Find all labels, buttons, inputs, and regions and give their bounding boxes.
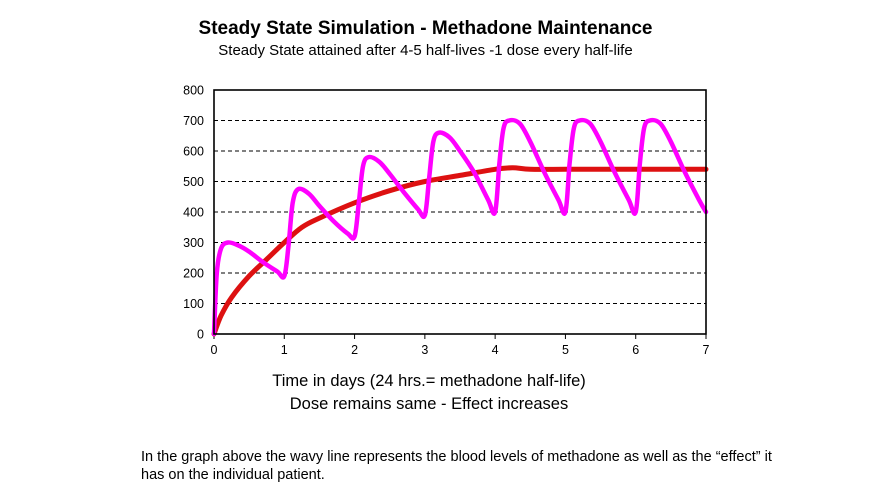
y-tick-label: 800 bbox=[183, 84, 204, 98]
y-tick-label: 100 bbox=[183, 297, 204, 311]
chart-title: Steady State Simulation - Methadone Main… bbox=[198, 18, 653, 39]
chart-subtitle: Steady State attained after 4-5 half-liv… bbox=[218, 42, 633, 59]
y-tick-label: 200 bbox=[183, 267, 204, 281]
x-tick-label: 4 bbox=[492, 343, 499, 357]
caption-text: In the graph above the wavy line represe… bbox=[141, 449, 772, 483]
y-tick-label: 600 bbox=[183, 145, 204, 159]
y-tick-labels: 0 100 200 300 400 500 600 700 800 bbox=[183, 84, 204, 342]
y-tick-label: 400 bbox=[183, 206, 204, 220]
chart-note: Dose remains same - Effect increases bbox=[289, 395, 569, 413]
y-tick-label: 0 bbox=[197, 328, 204, 342]
y-tick-label: 500 bbox=[183, 175, 204, 189]
series-smooth-line bbox=[211, 165, 709, 337]
grid-lines bbox=[214, 120, 706, 304]
x-tick-label: 0 bbox=[211, 343, 218, 357]
plot-frame bbox=[213, 89, 707, 335]
series-wavy-line bbox=[211, 117, 709, 337]
y-tick-label: 700 bbox=[183, 114, 204, 128]
x-tick-label: 6 bbox=[632, 343, 639, 357]
x-tick-label: 2 bbox=[351, 343, 358, 357]
x-tick-label: 7 bbox=[703, 343, 710, 357]
x-tick-labels: 0 1 2 3 4 5 6 7 bbox=[211, 343, 710, 357]
x-tick-label: 5 bbox=[562, 343, 569, 357]
y-tick-label: 300 bbox=[183, 236, 204, 250]
x-tick-label: 3 bbox=[421, 343, 428, 357]
series-group bbox=[211, 117, 709, 337]
x-axis-label: Time in days (24 hrs.= methadone half-li… bbox=[272, 372, 586, 390]
x-tick-label: 1 bbox=[281, 343, 288, 357]
